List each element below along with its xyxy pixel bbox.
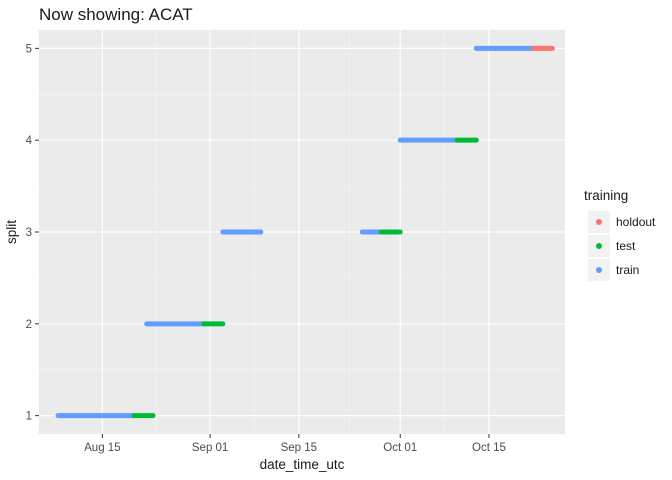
legend-label-holdout: holdout <box>616 215 656 229</box>
legend-swatch-train <box>596 267 602 273</box>
legend: training holdout test train <box>584 188 656 281</box>
y-tick-label: 1 <box>26 411 32 423</box>
x-axis-title: date_time_utc <box>260 457 345 472</box>
y-tick-label: 5 <box>26 43 32 55</box>
legend-swatch-holdout <box>596 219 602 225</box>
x-tick-label: Sep 01 <box>192 442 228 454</box>
tick-labels: Aug 15 Sep 01 Sep 15 Oct 01 Oct 15 1 2 3 4 5 <box>26 43 506 454</box>
axis-ticks <box>35 47 490 438</box>
chart-title: Now showing: ACAT <box>39 5 193 24</box>
y-tick-label: 2 <box>26 319 32 331</box>
x-tick-label: Oct 01 <box>383 442 417 454</box>
x-tick-label: Aug 15 <box>84 442 120 454</box>
y-tick-label: 4 <box>26 135 33 147</box>
legend-label-test: test <box>616 239 636 253</box>
legend-items: holdout test train <box>588 211 656 281</box>
legend-title: training <box>584 188 628 203</box>
legend-swatch-test <box>596 243 602 249</box>
y-axis-title: split <box>4 220 19 244</box>
y-tick-label: 3 <box>26 227 32 239</box>
data-marks <box>55 45 555 419</box>
legend-label-train: train <box>616 263 639 277</box>
x-tick-label: Oct 15 <box>472 442 506 454</box>
x-tick-label: Sep 15 <box>281 442 317 454</box>
